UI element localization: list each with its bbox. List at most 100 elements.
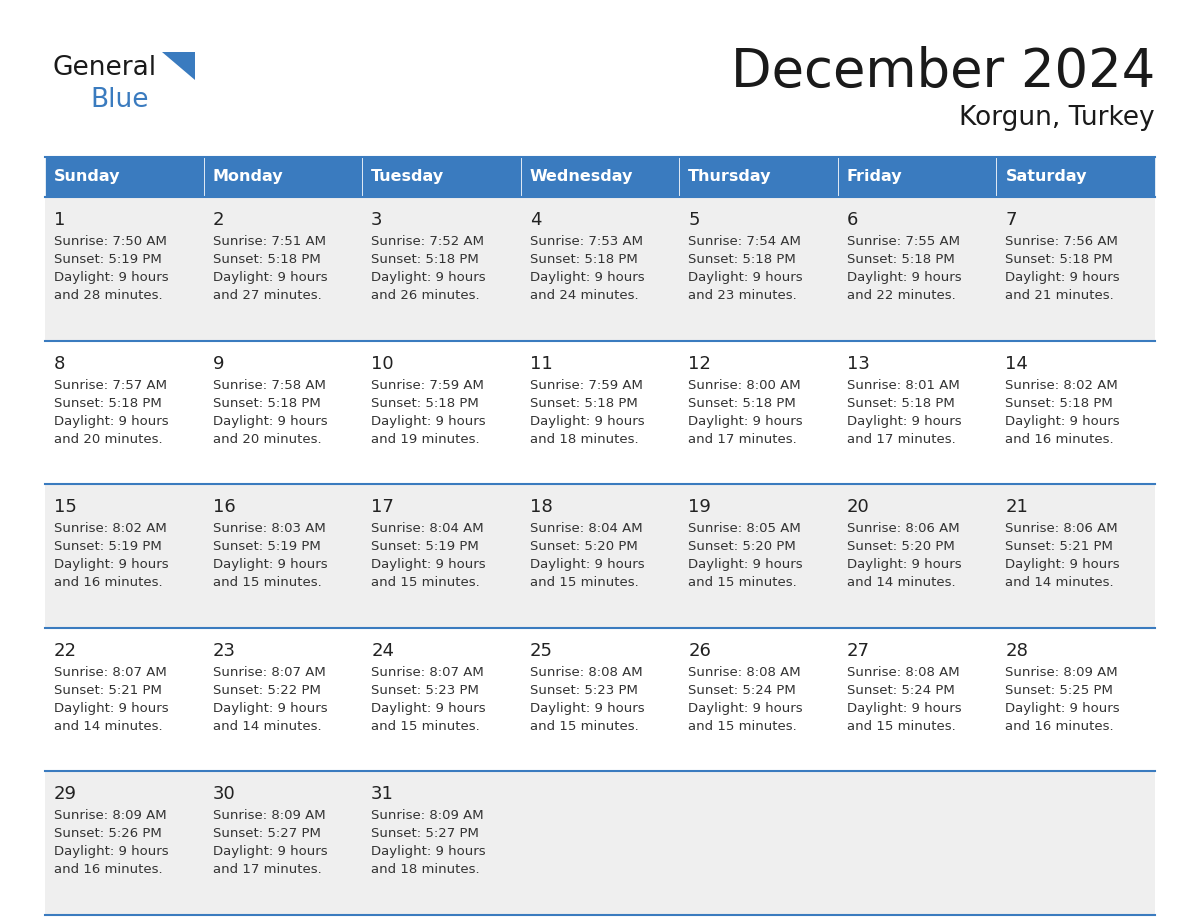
Text: 5: 5 (688, 211, 700, 229)
Bar (45, 771, 203, 915)
Bar (362, 341, 520, 484)
Text: Sunset: 5:19 PM: Sunset: 5:19 PM (53, 253, 162, 266)
Bar (997, 197, 1155, 341)
Text: Daylight: 9 hours: Daylight: 9 hours (213, 558, 327, 571)
Text: Sunrise: 8:08 AM: Sunrise: 8:08 AM (847, 666, 960, 678)
Text: Friday: Friday (847, 170, 903, 185)
Text: Sunrise: 8:05 AM: Sunrise: 8:05 AM (688, 522, 801, 535)
Text: Daylight: 9 hours: Daylight: 9 hours (371, 845, 486, 858)
Bar (680, 484, 838, 628)
Text: Daylight: 9 hours: Daylight: 9 hours (688, 271, 803, 284)
Text: Sunrise: 8:06 AM: Sunrise: 8:06 AM (847, 522, 960, 535)
Bar (520, 157, 680, 197)
Text: 3: 3 (371, 211, 383, 229)
Text: Monday: Monday (213, 170, 283, 185)
Bar (362, 771, 520, 915)
Bar (45, 484, 203, 628)
Text: and 22 minutes.: and 22 minutes. (847, 289, 955, 302)
Bar (45, 341, 203, 484)
Text: and 16 minutes.: and 16 minutes. (1005, 432, 1114, 445)
Text: Daylight: 9 hours: Daylight: 9 hours (688, 558, 803, 571)
Text: Sunday: Sunday (53, 170, 120, 185)
Text: 15: 15 (53, 498, 77, 516)
Text: Sunrise: 8:04 AM: Sunrise: 8:04 AM (371, 522, 484, 535)
Text: Tuesday: Tuesday (371, 170, 444, 185)
Text: and 15 minutes.: and 15 minutes. (530, 577, 638, 589)
Bar (838, 341, 997, 484)
Text: Sunrise: 8:07 AM: Sunrise: 8:07 AM (53, 666, 166, 678)
Bar (520, 197, 680, 341)
Bar (203, 157, 362, 197)
Text: and 16 minutes.: and 16 minutes. (53, 577, 163, 589)
Text: Sunrise: 8:09 AM: Sunrise: 8:09 AM (1005, 666, 1118, 678)
Text: Daylight: 9 hours: Daylight: 9 hours (530, 701, 644, 715)
Text: 31: 31 (371, 786, 394, 803)
Bar (520, 341, 680, 484)
Text: and 21 minutes.: and 21 minutes. (1005, 289, 1114, 302)
Text: Daylight: 9 hours: Daylight: 9 hours (847, 415, 961, 428)
Text: Blue: Blue (90, 87, 148, 113)
Text: Sunrise: 8:00 AM: Sunrise: 8:00 AM (688, 378, 801, 392)
Text: 2: 2 (213, 211, 225, 229)
Text: Daylight: 9 hours: Daylight: 9 hours (847, 558, 961, 571)
Bar (203, 484, 362, 628)
Text: Sunrise: 7:50 AM: Sunrise: 7:50 AM (53, 235, 166, 248)
Text: 18: 18 (530, 498, 552, 516)
Bar (362, 628, 520, 771)
Bar (45, 197, 203, 341)
Text: and 18 minutes.: and 18 minutes. (371, 864, 480, 877)
Text: Daylight: 9 hours: Daylight: 9 hours (847, 701, 961, 715)
Text: 12: 12 (688, 354, 712, 373)
Text: Daylight: 9 hours: Daylight: 9 hours (371, 701, 486, 715)
Text: Sunrise: 7:51 AM: Sunrise: 7:51 AM (213, 235, 326, 248)
Text: and 23 minutes.: and 23 minutes. (688, 289, 797, 302)
Text: 19: 19 (688, 498, 712, 516)
Text: Wednesday: Wednesday (530, 170, 633, 185)
Text: Sunrise: 7:56 AM: Sunrise: 7:56 AM (1005, 235, 1118, 248)
Text: 13: 13 (847, 354, 870, 373)
Text: 8: 8 (53, 354, 65, 373)
Text: Sunset: 5:19 PM: Sunset: 5:19 PM (53, 540, 162, 554)
Text: and 15 minutes.: and 15 minutes. (847, 720, 955, 733)
Text: Sunset: 5:18 PM: Sunset: 5:18 PM (1005, 253, 1113, 266)
Text: Sunrise: 8:07 AM: Sunrise: 8:07 AM (213, 666, 326, 678)
Bar (680, 771, 838, 915)
Text: December 2024: December 2024 (731, 46, 1155, 98)
Text: Thursday: Thursday (688, 170, 772, 185)
Text: and 14 minutes.: and 14 minutes. (53, 720, 163, 733)
Text: Daylight: 9 hours: Daylight: 9 hours (213, 271, 327, 284)
Text: Sunrise: 7:59 AM: Sunrise: 7:59 AM (371, 378, 484, 392)
Text: Daylight: 9 hours: Daylight: 9 hours (371, 415, 486, 428)
Text: Sunrise: 8:06 AM: Sunrise: 8:06 AM (1005, 522, 1118, 535)
Text: and 24 minutes.: and 24 minutes. (530, 289, 638, 302)
Bar (362, 157, 520, 197)
Bar (680, 197, 838, 341)
Text: Sunrise: 8:04 AM: Sunrise: 8:04 AM (530, 522, 643, 535)
Text: and 14 minutes.: and 14 minutes. (847, 577, 955, 589)
Text: Sunrise: 8:09 AM: Sunrise: 8:09 AM (371, 810, 484, 823)
Text: Sunrise: 8:09 AM: Sunrise: 8:09 AM (213, 810, 326, 823)
Text: 23: 23 (213, 642, 235, 660)
Text: 29: 29 (53, 786, 77, 803)
Text: Sunset: 5:19 PM: Sunset: 5:19 PM (213, 540, 321, 554)
Text: Daylight: 9 hours: Daylight: 9 hours (213, 845, 327, 858)
Bar (838, 484, 997, 628)
Text: Sunset: 5:24 PM: Sunset: 5:24 PM (688, 684, 796, 697)
Bar (997, 157, 1155, 197)
Bar (520, 628, 680, 771)
Text: Sunset: 5:18 PM: Sunset: 5:18 PM (530, 397, 638, 409)
Text: and 26 minutes.: and 26 minutes. (371, 289, 480, 302)
Text: Sunrise: 7:53 AM: Sunrise: 7:53 AM (530, 235, 643, 248)
Text: Sunset: 5:18 PM: Sunset: 5:18 PM (530, 253, 638, 266)
Text: Sunrise: 8:08 AM: Sunrise: 8:08 AM (688, 666, 801, 678)
Text: 21: 21 (1005, 498, 1029, 516)
Text: and 19 minutes.: and 19 minutes. (371, 432, 480, 445)
Text: Sunset: 5:20 PM: Sunset: 5:20 PM (688, 540, 796, 554)
Text: Sunset: 5:18 PM: Sunset: 5:18 PM (213, 397, 321, 409)
Text: Sunset: 5:23 PM: Sunset: 5:23 PM (371, 684, 479, 697)
Text: Sunset: 5:18 PM: Sunset: 5:18 PM (847, 397, 955, 409)
Text: General: General (52, 55, 156, 81)
Bar (838, 628, 997, 771)
Text: and 28 minutes.: and 28 minutes. (53, 289, 163, 302)
Text: Sunrise: 8:02 AM: Sunrise: 8:02 AM (1005, 378, 1118, 392)
